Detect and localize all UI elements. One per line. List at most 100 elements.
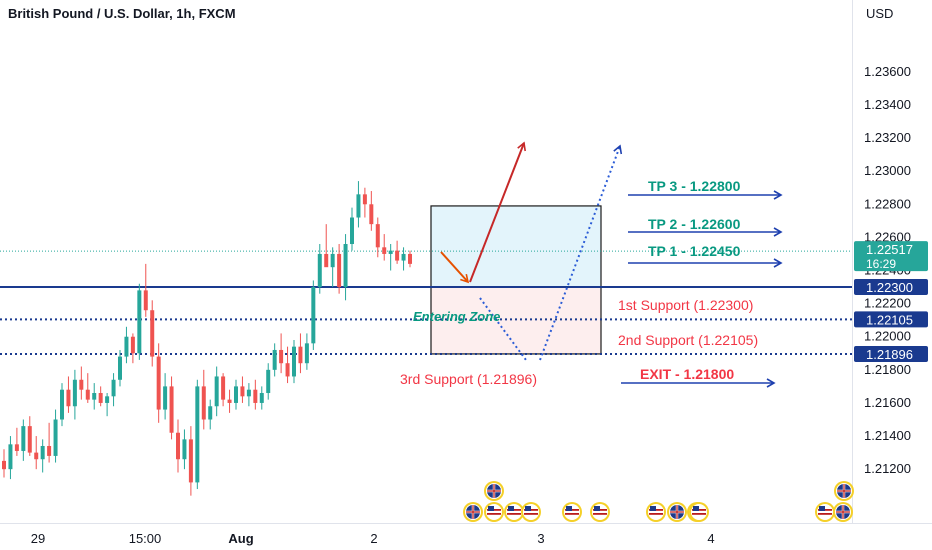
dotted-path-up: [539, 144, 623, 361]
candle-body: [60, 389, 64, 420]
entering-zone-label: Entering Zone: [413, 309, 500, 324]
candle-body: [150, 310, 155, 357]
candle-body: [169, 386, 174, 433]
x-tick-label: Aug: [228, 531, 253, 546]
target-zone: [431, 205, 601, 288]
price-level-badge-3-bg: [854, 345, 928, 362]
candle-body: [408, 253, 412, 264]
y-tick-label: 1.21600: [864, 395, 911, 410]
support-2-label: 2nd Support (1.22105): [618, 332, 758, 348]
entry-arrow: [440, 251, 470, 284]
candle-body: [182, 439, 187, 460]
candle-body: [395, 250, 400, 261]
candle-body: [324, 253, 329, 268]
candle-body: [176, 432, 180, 460]
candle-body: [350, 217, 354, 245]
candle-body: [382, 247, 387, 254]
candle-body: [292, 346, 296, 377]
candle-body: [143, 290, 148, 311]
price-level-badge-2-text: 1.22105: [866, 312, 913, 327]
us-flag-stripe: [649, 513, 663, 515]
us-flag-canton: [488, 506, 494, 511]
candle-body: [14, 444, 19, 451]
candle-body: [343, 244, 348, 288]
candle-body: [214, 376, 219, 407]
candle-body: [27, 426, 32, 453]
x-tick-label: 4: [707, 531, 714, 546]
exit-label: EXIT - 1.21800: [640, 366, 734, 382]
us-flag-canton: [508, 506, 514, 511]
y-tick-label: 1.23000: [864, 163, 911, 178]
candle-body: [375, 224, 380, 248]
candle-body: [188, 439, 193, 483]
price-level-badge-2-bg: [854, 311, 928, 328]
candle-body: [369, 204, 374, 225]
candle-body: [8, 444, 13, 470]
gb-flag-cross-red: [466, 505, 480, 519]
us-flag-stripe: [565, 513, 579, 515]
candle-body: [195, 386, 200, 483]
candle-body: [47, 445, 52, 456]
candle-body: [98, 393, 103, 403]
candle-body: [388, 250, 393, 254]
us-flag-canton: [819, 506, 825, 511]
us-flag-stripe: [692, 513, 706, 515]
y-tick-label: 1.22600: [864, 229, 911, 244]
y-tick-label: 1.22800: [864, 196, 911, 211]
candle-body: [337, 253, 342, 288]
candle-body: [240, 386, 245, 397]
candle-body: [279, 349, 284, 364]
candle-body: [124, 336, 129, 357]
candle-body: [266, 369, 271, 394]
candle-body: [137, 290, 142, 354]
support-1-label: 1st Support (1.22300): [618, 297, 753, 313]
x-tick-label: 3: [537, 531, 544, 546]
gb-flag-cross-red: [487, 484, 501, 498]
current-price-text: 1.22517: [866, 242, 913, 257]
us-flag-stripe: [593, 513, 607, 515]
candle-body: [362, 194, 367, 205]
candle-body: [227, 399, 232, 403]
candle-body: [401, 253, 406, 261]
candle-body: [118, 356, 122, 380]
candle-body: [130, 336, 135, 354]
tp1-label: TP 1 - 1.22450: [648, 243, 741, 259]
candle-body: [156, 356, 161, 410]
countdown-text: 16:29: [866, 257, 896, 271]
candle-body: [163, 386, 168, 410]
tp2-label: TP 2 - 1.22600: [648, 216, 741, 232]
candle-body: [317, 253, 322, 288]
gb-flag-cross-red: [836, 505, 850, 519]
us-flag-canton: [566, 506, 572, 511]
candle-body: [79, 379, 84, 390]
candle-body: [208, 406, 213, 420]
current-price-badge: [854, 241, 928, 272]
price-level-badge-3-text: 1.21896: [866, 347, 913, 362]
us-flag-stripe: [524, 513, 538, 515]
candle-body: [66, 389, 71, 407]
us-flag-canton: [525, 506, 531, 511]
us-flag-stripe: [487, 513, 501, 515]
candle-body: [2, 460, 6, 470]
candle-body: [72, 379, 77, 407]
price-level-badge-1-text: 1.22300: [866, 280, 913, 295]
candle-body: [105, 396, 110, 403]
candle-body: [304, 343, 309, 364]
y-axis-title: USD: [866, 6, 894, 21]
candle-body: [221, 376, 226, 400]
candle-body: [311, 287, 316, 344]
candle-body: [234, 386, 238, 403]
x-tick-label: 2: [370, 531, 377, 546]
candle-body: [40, 445, 45, 460]
tp3-label: TP 3 - 1.22800: [648, 178, 741, 194]
candle-body: [246, 389, 251, 397]
entering-zone: [431, 287, 601, 354]
candle-body: [356, 194, 361, 218]
candle-body: [201, 386, 206, 420]
candle-body: [92, 393, 97, 400]
y-tick-label: 1.22200: [864, 296, 911, 311]
candle-body: [330, 253, 335, 268]
candle-body: [111, 379, 116, 397]
